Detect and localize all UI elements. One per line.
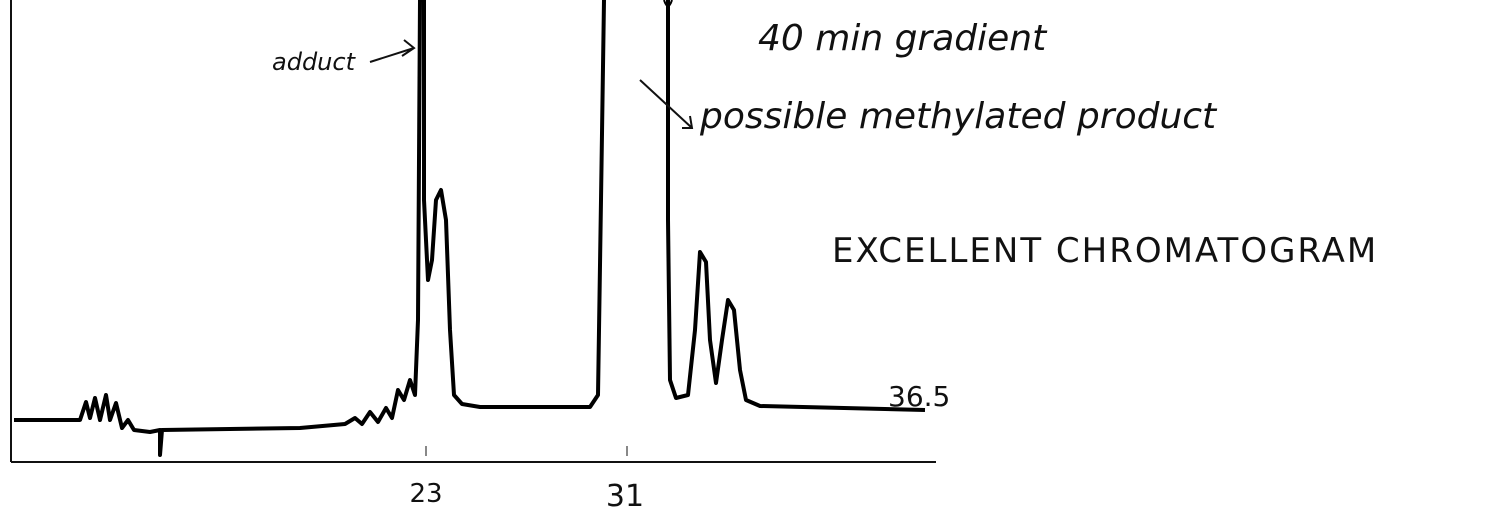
trace	[14, 0, 926, 457]
annotation: possible methylated product	[699, 96, 1218, 137]
annotation: 40 min gradient	[758, 18, 1048, 59]
arrow	[639, 79, 694, 129]
annotation: EXCELLENT CHROMATOGRAM	[832, 231, 1378, 271]
x-tick-label: 31	[606, 479, 644, 508]
annotation: adduct	[272, 48, 357, 76]
trace-top	[663, 0, 673, 7]
end-label: 36.5	[888, 380, 950, 413]
x-tick-label: 23	[409, 479, 442, 508]
arrow	[369, 39, 416, 63]
